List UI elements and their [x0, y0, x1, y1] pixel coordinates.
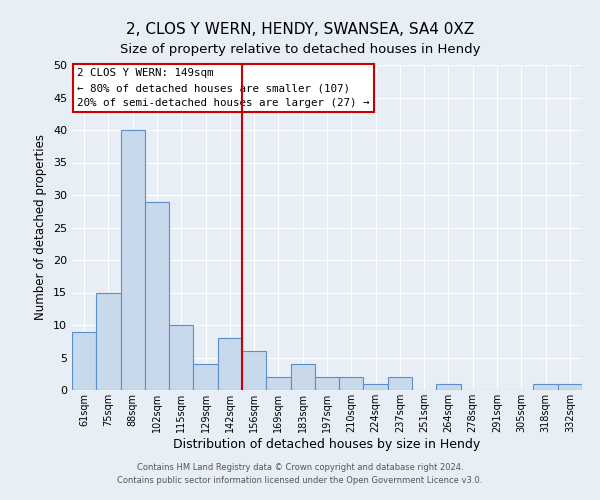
Bar [242, 351, 266, 390]
Text: Size of property relative to detached houses in Hendy: Size of property relative to detached ho… [120, 42, 480, 56]
Bar [364, 384, 388, 390]
X-axis label: Distribution of detached houses by size in Hendy: Distribution of detached houses by size … [173, 438, 481, 450]
Bar [436, 384, 461, 390]
Y-axis label: Number of detached properties: Number of detached properties [34, 134, 47, 320]
Bar [145, 202, 169, 390]
Text: 2, CLOS Y WERN, HENDY, SWANSEA, SA4 0XZ: 2, CLOS Y WERN, HENDY, SWANSEA, SA4 0XZ [126, 22, 474, 38]
Bar [290, 364, 315, 390]
Bar [558, 384, 582, 390]
Bar [72, 332, 96, 390]
Bar [533, 384, 558, 390]
Bar [315, 377, 339, 390]
Bar [266, 377, 290, 390]
Text: Contains public sector information licensed under the Open Government Licence v3: Contains public sector information licen… [118, 476, 482, 485]
Text: Contains HM Land Registry data © Crown copyright and database right 2024.: Contains HM Land Registry data © Crown c… [137, 464, 463, 472]
Bar [96, 292, 121, 390]
Bar [218, 338, 242, 390]
Text: 2 CLOS Y WERN: 149sqm
← 80% of detached houses are smaller (107)
20% of semi-det: 2 CLOS Y WERN: 149sqm ← 80% of detached … [77, 68, 370, 108]
Bar [121, 130, 145, 390]
Bar [193, 364, 218, 390]
Bar [388, 377, 412, 390]
Bar [169, 325, 193, 390]
Bar [339, 377, 364, 390]
